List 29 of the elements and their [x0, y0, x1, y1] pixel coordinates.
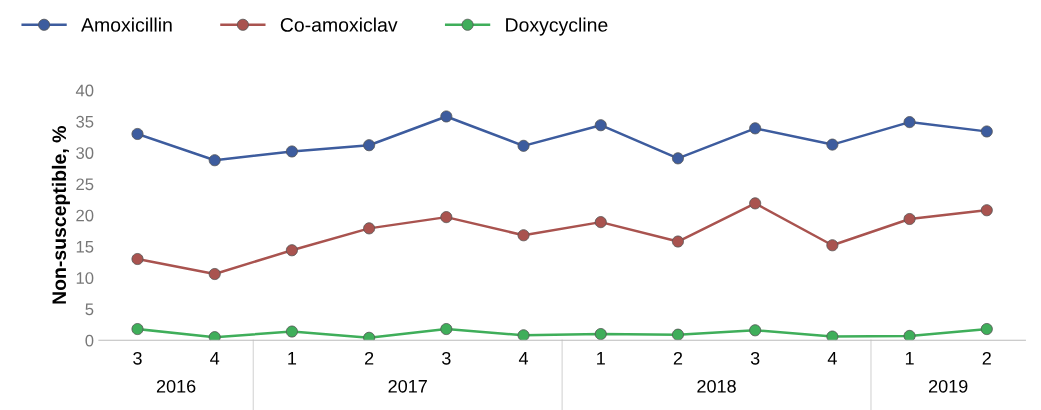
y-tick-label: 5 — [85, 303, 94, 316]
text: 2016 — [156, 379, 196, 393]
text: 2018 — [697, 379, 736, 393]
x-tick-label: 3 — [133, 351, 142, 365]
x-tick-label: 4 — [827, 352, 837, 365]
x-tick-label: 2 — [673, 351, 683, 365]
y-tick-label: 30 — [76, 147, 94, 159]
x-tick-label: 4 — [210, 352, 220, 365]
text: 2019 — [929, 379, 968, 393]
y-tick-label: 0 — [85, 334, 94, 347]
y-tick-label: 35 — [76, 115, 94, 128]
text: 2017 — [388, 379, 427, 393]
x-tick-label: 1 — [597, 352, 605, 365]
legend-label: Amoxicillin — [81, 17, 172, 32]
x-tick-label: 1 — [905, 352, 914, 365]
x-tick-label: 2 — [365, 351, 374, 365]
x-tick-label: 3 — [442, 351, 451, 365]
x-tick-label: 1 — [288, 352, 297, 365]
x-tick-label: 3 — [750, 351, 760, 365]
y-tick-label: 40 — [75, 84, 94, 97]
legend-label: Doxycycline — [506, 17, 608, 36]
legend-label: Co-amoxiclav — [280, 17, 398, 32]
y-tick-label: 15 — [76, 241, 94, 253]
x-tick-label: 4 — [518, 352, 529, 365]
y-tick-label: 25 — [76, 178, 94, 191]
y-tick-label: 20 — [76, 209, 94, 222]
y-tick-label: 10 — [76, 272, 94, 284]
x-tick-label: 2 — [982, 351, 991, 365]
y-axis-title: Non-susceptible, % — [51, 126, 70, 304]
